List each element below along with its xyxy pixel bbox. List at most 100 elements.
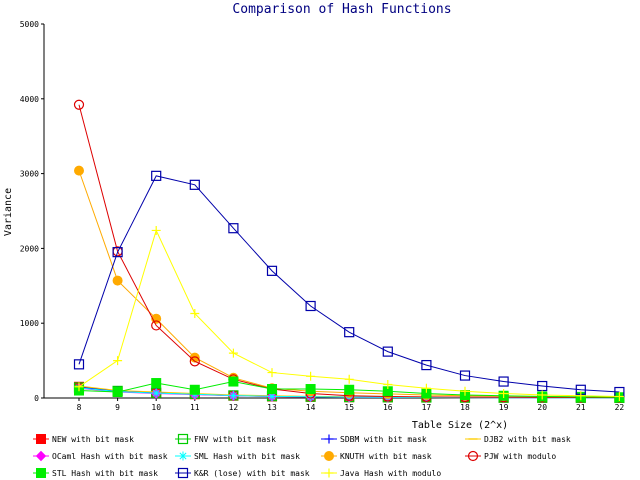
- data-point: [383, 380, 393, 390]
- legend-item: KNUTH with bit mask: [321, 451, 432, 461]
- data-point: [421, 359, 432, 371]
- legend-marker: [177, 433, 189, 445]
- legend-label: FNV with bit mask: [194, 435, 276, 444]
- x-tick-label: 19: [499, 403, 509, 412]
- data-point: [112, 387, 123, 398]
- legend-marker: [324, 468, 334, 478]
- y-tick-label: 1000: [20, 319, 39, 328]
- data-point: [74, 382, 84, 392]
- x-axis-label: Table Size (2^x): [412, 420, 508, 431]
- data-point: [306, 371, 316, 381]
- data-point: [151, 378, 162, 389]
- series-10: [74, 225, 624, 402]
- legend-label: Java Hash with modulo: [340, 469, 441, 478]
- y-tick-label: 5000: [20, 20, 39, 29]
- data-point: [344, 384, 355, 395]
- data-point: [228, 348, 238, 358]
- data-point: [189, 179, 200, 190]
- data-point: [112, 275, 123, 286]
- data-point: [460, 386, 470, 396]
- legend-label: SDBM with bit mask: [340, 435, 427, 444]
- data-point: [151, 388, 161, 398]
- x-tick-label: 11: [190, 403, 200, 412]
- data-point: [228, 391, 238, 401]
- y-tick-label: 0: [34, 394, 39, 403]
- y-tick-label: 2000: [20, 244, 39, 253]
- x-tick-label: 12: [229, 403, 239, 412]
- data-point: [73, 359, 85, 370]
- data-point: [305, 384, 316, 395]
- data-point: [305, 300, 316, 312]
- x-tick-label: 21: [576, 403, 586, 412]
- data-point: [344, 327, 355, 338]
- data-point: [113, 356, 123, 366]
- legend-item: Java Hash with modulo: [321, 468, 441, 478]
- legend: NEW with bit mask FNV with bit mask SDBM w…: [33, 433, 571, 479]
- y-tick-label: 4000: [20, 95, 39, 104]
- data-point: [382, 346, 393, 357]
- data-point: [344, 374, 354, 384]
- axes: 0 1000 2000 3000 4000 5000 8 9 10 11 12 13 14 15 16 17 1…: [20, 20, 625, 412]
- data-point: [459, 370, 471, 381]
- data-point: [266, 265, 278, 276]
- data-point: [228, 223, 239, 234]
- legend-label: DJB2 with bit mask: [484, 435, 571, 444]
- legend-marker: [324, 451, 334, 461]
- legend-label: PJW with modulo: [484, 452, 556, 461]
- data-point: [151, 320, 162, 331]
- series-line: [78, 175, 620, 393]
- data-point: [151, 170, 162, 181]
- legend-marker: [178, 451, 188, 461]
- data-point: [190, 308, 200, 318]
- legend-marker: [177, 467, 189, 479]
- x-tick-label: 10: [151, 403, 161, 412]
- data-point: [189, 384, 200, 395]
- legend-label: STL Hash with bit mask: [52, 469, 158, 478]
- legend-marker: [36, 434, 46, 444]
- legend-label: K&R (lose) with bit mask: [194, 469, 310, 478]
- y-axis-label: Variance: [3, 188, 14, 236]
- series-9: [73, 170, 625, 398]
- legend-label: OCaml Hash with bit mask: [52, 452, 168, 461]
- data-point: [421, 383, 431, 393]
- x-tick-label: 15: [344, 403, 354, 412]
- legend-item: DJB2 with bit mask: [465, 435, 571, 444]
- legend-item: OCaml Hash with bit mask: [33, 450, 168, 462]
- data-point: [499, 389, 509, 399]
- data-point: [228, 376, 239, 387]
- data-point: [306, 392, 316, 402]
- legend-label: KNUTH with bit mask: [340, 452, 432, 461]
- x-tick-label: 18: [460, 403, 470, 412]
- data-point: [151, 225, 161, 235]
- legend-marker: [36, 468, 46, 478]
- x-tick-label: 13: [267, 403, 277, 412]
- legend-item: PJW with modulo: [465, 450, 556, 462]
- legend-item: K&R (lose) with bit mask: [175, 467, 310, 479]
- data-point: [537, 390, 547, 400]
- x-tick-label: 14: [306, 403, 316, 412]
- data-point: [614, 392, 624, 402]
- chart-title: Comparison of Hash Functions: [232, 2, 451, 17]
- legend-marker: [324, 434, 334, 444]
- legend-item: SML Hash with bit mask: [175, 451, 300, 461]
- y-tick-label: 3000: [20, 170, 39, 179]
- x-tick-label: 16: [383, 403, 393, 412]
- legend-item: FNV with bit mask: [175, 433, 276, 445]
- legend-item: NEW with bit mask: [33, 434, 134, 444]
- data-point: [267, 368, 277, 378]
- x-tick-label: 22: [615, 403, 625, 412]
- x-tick-label: 8: [77, 403, 82, 412]
- plot-background: [44, 24, 620, 398]
- legend-label: SML Hash with bit mask: [194, 452, 300, 461]
- data-point: [74, 165, 84, 176]
- x-tick-label: 9: [115, 403, 120, 412]
- plot-area: [44, 24, 620, 398]
- x-tick-label: 20: [537, 403, 547, 412]
- series-layer: [73, 99, 625, 404]
- data-point: [73, 99, 85, 110]
- x-tick-label: 17: [422, 403, 432, 412]
- data-point: [189, 356, 200, 367]
- legend-marker: [467, 450, 479, 462]
- legend-marker: [35, 450, 47, 462]
